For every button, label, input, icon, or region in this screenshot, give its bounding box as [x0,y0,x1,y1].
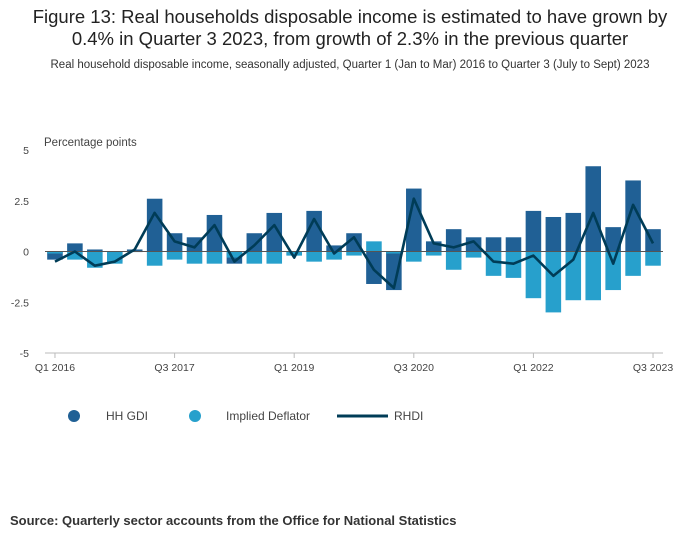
implied-deflator-bar [186,251,203,264]
implied-deflator-bar [266,251,283,264]
rhdi-line [54,197,655,290]
y-tick-label: -5 [20,348,29,360]
y-tick-label: 0 [23,247,29,259]
hh-gdi-bars [47,166,661,291]
implied-deflator-bar [605,251,621,291]
legend-marker [189,410,201,422]
implied-deflator-bar [425,251,442,256]
implied-deflator-bar [346,251,362,256]
implied-deflator-bar [166,251,183,260]
hh-gdi-bar [306,210,322,252]
implied-deflator-bar [67,251,83,260]
hh-gdi-bar [505,237,522,252]
implied-deflator-bars [47,241,661,313]
legend-marker [68,410,80,422]
x-tick-label: Q1 2019 [274,362,314,374]
implied-deflator-bar [306,251,322,262]
implied-deflator-bar [286,251,302,256]
x-tick-label: Q1 2022 [513,362,553,374]
hh-gdi-bar [585,166,602,252]
implied-deflator-bar [366,241,382,252]
implied-deflator-bar [226,251,243,258]
x-tick-label: Q1 2016 [35,362,75,374]
implied-deflator-bar [206,251,223,264]
legend-label: RHDI [394,409,423,423]
chart-title: Figure 13: Real households disposable in… [32,6,668,49]
chart-axes: Percentage points 5 2.5 0 -2.5 -5 Q1 2016 Q3 20… [11,137,673,374]
legend-label: Implied Deflator [226,409,310,423]
legend-label: HH GDI [106,409,148,423]
x-tick-label: Q3 2023 [633,362,673,374]
hh-gdi-bar [186,237,203,252]
hh-gdi-bar [206,214,223,252]
hh-gdi-bar [266,212,283,252]
rhdi-line-group [54,197,655,290]
implied-deflator-bar [445,251,462,270]
y-tick-label: 2.5 [14,196,29,208]
hh-gdi-bar [625,180,641,252]
hh-gdi-bar [605,227,621,252]
implied-deflator-bar [246,251,263,264]
hh-gdi-bar [565,212,582,252]
implied-deflator-bar [625,251,641,276]
source-note: Source: Quarterly sector accounts from t… [10,513,457,528]
hh-gdi-bar [386,251,402,291]
y-tick-label: 5 [23,145,29,157]
hh-gdi-bar [346,233,362,252]
hh-gdi-bar [67,243,83,252]
implied-deflator-bar [326,251,342,260]
hh-gdi-bar [47,251,63,260]
implied-deflator-bar [545,251,562,313]
hh-gdi-bar [465,237,482,252]
y-axis-unit-label: Percentage points [44,137,137,149]
implied-deflator-bar [406,251,422,262]
implied-deflator-bar [525,251,542,299]
implied-deflator-bar [645,251,661,266]
implied-deflator-bar [386,251,402,254]
implied-deflator-bar [465,251,482,258]
hh-gdi-bar [326,245,342,252]
y-tick-label: -2.5 [11,297,29,309]
x-tick-label: Q3 2020 [394,362,434,374]
hh-gdi-bar [87,249,103,252]
implied-deflator-bar [585,251,602,301]
x-tick-label: Q3 2017 [154,362,194,374]
hh-gdi-bar [425,241,442,252]
implied-deflator-bar [146,251,163,266]
hh-gdi-bar [525,210,542,252]
chart-legend: HH GDI Implied Deflator RHDI [68,409,423,423]
chart-subtitle: Real household disposable income, season… [50,59,650,71]
hh-gdi-bar [485,237,502,252]
hh-gdi-bar [146,198,163,252]
implied-deflator-bar [47,251,63,254]
hh-gdi-bar [545,216,562,252]
